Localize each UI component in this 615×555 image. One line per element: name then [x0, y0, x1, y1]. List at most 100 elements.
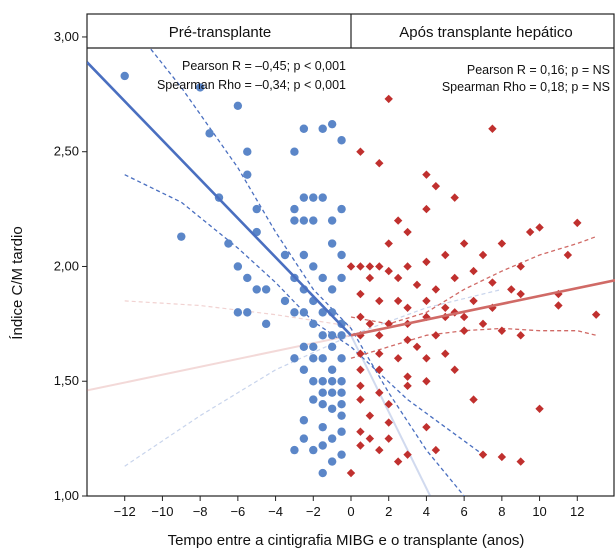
confidence-bands [124, 48, 597, 496]
data-point-pre [299, 193, 309, 202]
data-point-pre [318, 331, 327, 340]
ci-lower-pre [124, 174, 484, 456]
data-point-pre [233, 262, 243, 271]
data-point-post [478, 319, 488, 329]
x-tick-label: −12 [114, 504, 136, 519]
data-point-pre [299, 365, 309, 374]
data-point-pre [290, 354, 299, 363]
data-point-post [516, 289, 525, 299]
data-point-post [422, 354, 431, 363]
data-point-pre [327, 216, 337, 225]
faded-fit-line-pre [350, 334, 432, 496]
data-point-post [403, 335, 412, 345]
stats-pre-spearman: Spearman Rho = –0,34; p < 0,001 [157, 78, 346, 92]
data-point-post [516, 331, 525, 340]
data-point-pre [299, 250, 309, 260]
data-point-post [431, 285, 441, 294]
data-point-pre [243, 170, 252, 179]
data-point-post [356, 289, 365, 299]
panel-header-post: Após transplante hepático [399, 24, 572, 41]
data-point-post [535, 404, 544, 413]
data-point-post [431, 445, 441, 455]
data-point-post [422, 204, 431, 214]
data-point-post [356, 441, 365, 450]
data-point-post [450, 365, 459, 374]
fit-line-pre [87, 61, 352, 337]
x-axis-title: Tempo entre a cintigrafia MIBG e o trans… [168, 532, 525, 549]
data-point-pre [299, 308, 309, 317]
data-point-pre [309, 354, 318, 363]
x-tick-label: 8 [498, 504, 505, 519]
data-point-pre [290, 216, 299, 225]
stats-post-spearman: Spearman Rho = 0,18; p = NS [442, 80, 610, 94]
data-point-pre [318, 124, 327, 133]
data-point-pre [261, 319, 271, 329]
y-tick-label: 1,50 [54, 373, 79, 388]
data-point-pre [318, 377, 327, 386]
data-point-pre [309, 342, 318, 352]
data-point-pre [233, 101, 243, 111]
data-point-post [365, 273, 375, 283]
data-point-post [393, 354, 403, 363]
data-point-post [478, 250, 488, 260]
data-point-post [431, 181, 441, 191]
data-point-post [393, 273, 403, 283]
data-point-pre [318, 441, 327, 450]
data-point-pre [327, 388, 337, 397]
data-point-pre [318, 273, 327, 283]
data-point-post [497, 239, 507, 248]
data-point-pre [280, 296, 290, 306]
data-point-post [459, 326, 469, 335]
data-point-pre [327, 285, 337, 294]
data-point-pre [337, 250, 346, 260]
data-point-post [450, 273, 459, 283]
data-point-post [403, 372, 412, 381]
y-tick-label: 3,00 [54, 29, 79, 44]
data-point-pre [290, 308, 299, 317]
data-point-pre [309, 377, 318, 386]
stats-post-pearson: Pearson R = 0,16; p = NS [467, 63, 610, 77]
data-point-post [375, 296, 384, 306]
data-point-post [459, 312, 469, 322]
data-point-pre [120, 71, 129, 81]
data-point-post [441, 349, 450, 358]
data-point-pre [252, 285, 261, 294]
data-point-pre [177, 232, 186, 241]
data-point-post [403, 262, 412, 271]
data-point-post [507, 285, 516, 294]
data-point-post [393, 216, 403, 225]
data-point-post [365, 319, 375, 329]
data-point-pre [243, 273, 252, 283]
data-point-pre [309, 262, 318, 271]
data-point-pre [327, 342, 337, 352]
axes: −12 −10 −8 −6 −4 −2 0 2 4 6 8 10 12 1,00 1,50 2,00 2,50 3… [54, 29, 585, 519]
data-points [120, 71, 601, 478]
data-point-post [497, 326, 507, 335]
data-point-post [384, 418, 393, 427]
data-point-pre [337, 427, 346, 436]
x-tick-label: −2 [306, 504, 321, 519]
data-point-post [516, 262, 525, 271]
data-point-pre [327, 457, 337, 466]
data-point-pre [327, 434, 337, 443]
data-point-pre [318, 354, 327, 363]
data-point-post [469, 395, 478, 404]
data-point-pre [309, 216, 318, 225]
data-point-post [356, 427, 365, 436]
data-point-post [384, 434, 393, 443]
data-point-post [356, 381, 365, 391]
y-axis-title: Índice C/M tardio [9, 226, 26, 339]
data-point-post [441, 250, 450, 260]
data-point-pre [299, 416, 309, 425]
fit-line-post [350, 278, 615, 337]
data-point-post [356, 312, 365, 322]
data-point-post [365, 434, 375, 443]
data-point-post [375, 388, 384, 397]
data-point-pre [195, 83, 205, 92]
x-tick-label: −4 [268, 504, 283, 519]
data-point-pre [290, 147, 299, 156]
stats-pre-pearson: Pearson R = –0,45; p < 0,001 [182, 59, 346, 73]
data-point-post [356, 147, 365, 156]
x-tick-label: −8 [193, 504, 208, 519]
